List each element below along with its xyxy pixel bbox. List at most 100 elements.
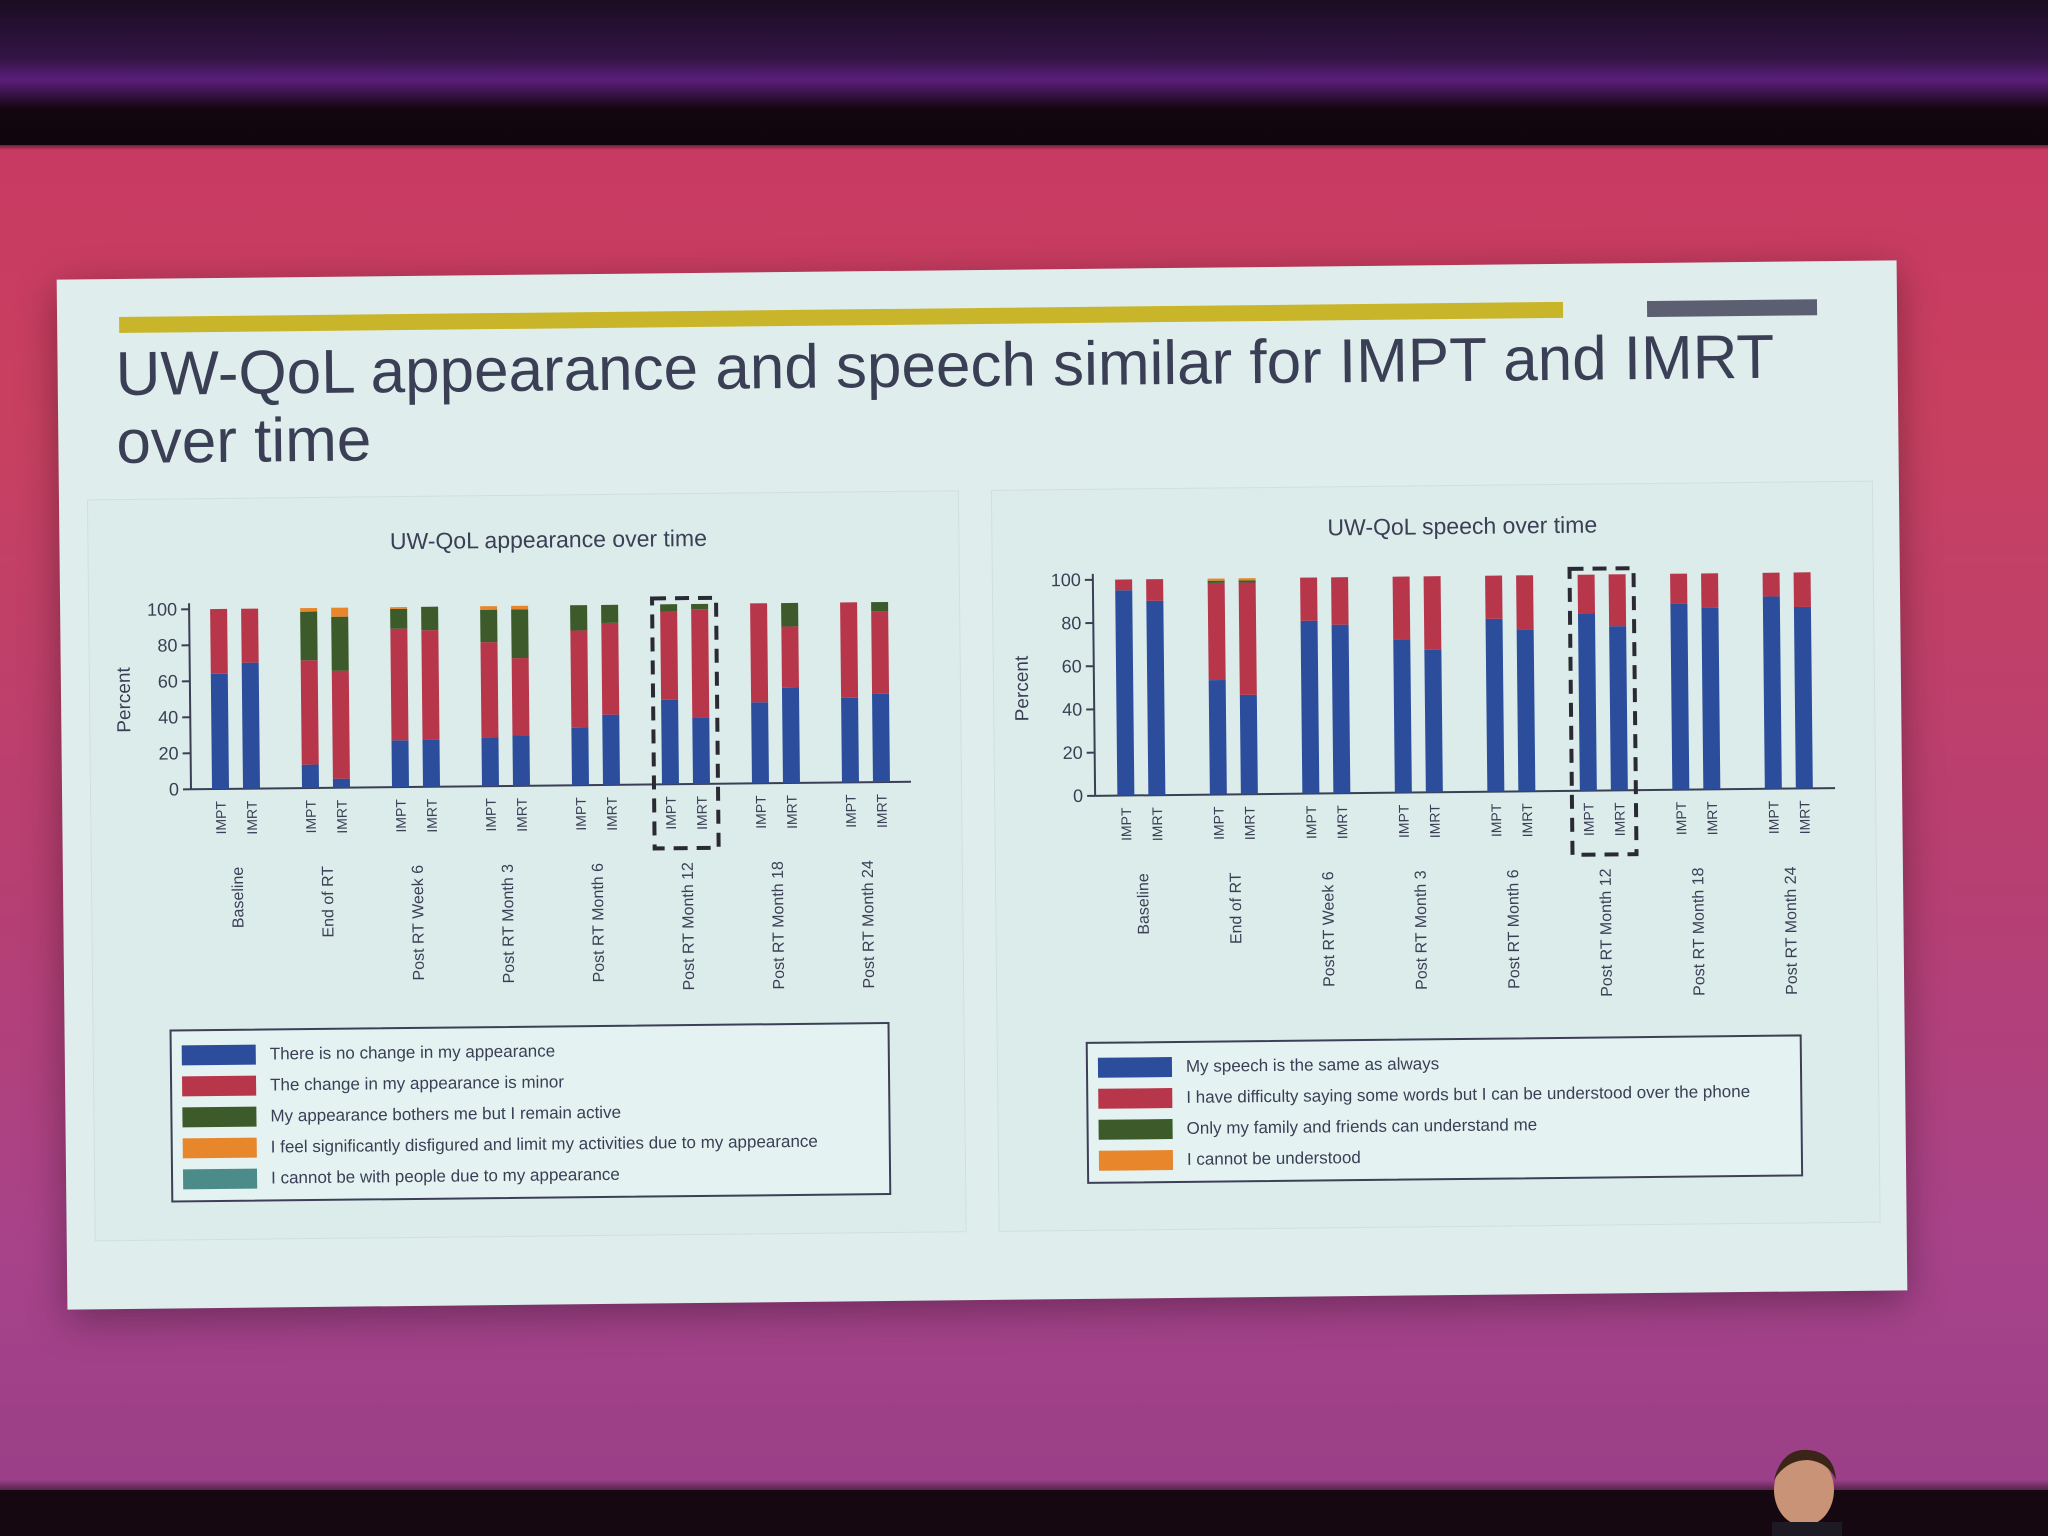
y-axis-label: Percent (1012, 655, 1034, 721)
legend-label: The change in my appearance is minor (269, 1071, 565, 1094)
bar-label: IMRT (1149, 807, 1165, 842)
legend-swatch (1098, 1087, 1173, 1109)
y-tick-label: 0 (169, 779, 179, 799)
x-axis-line (1095, 787, 1836, 797)
legend-item: I cannot be with people due to my appear… (182, 1156, 879, 1194)
bar-segment (571, 727, 589, 786)
legend-label: I feel significantly disfigured and limi… (270, 1131, 818, 1156)
appearance-chart-panel: UW-QoL appearance over time Percent 0 20 40 6… (86, 490, 967, 1242)
bar-label: IMPT (483, 798, 499, 832)
legend-label: There is no change in my appearance (269, 1040, 556, 1063)
group-label: Post RT Month 12 (680, 862, 698, 991)
bar-segment (1115, 579, 1133, 591)
bar-segment (1424, 649, 1443, 793)
bar-label: IMRT (1704, 801, 1720, 836)
bar-segment (1115, 590, 1135, 796)
bar-segment (660, 604, 678, 612)
group-label: Post RT Month 24 (1783, 866, 1801, 995)
bar-segment (481, 737, 499, 787)
y-tick-label: 20 (158, 743, 178, 763)
bar-segment (1393, 639, 1412, 793)
legend-swatch (1098, 1149, 1174, 1171)
legend-swatch (181, 1044, 256, 1065)
legend-label: My speech is the same as always (1185, 1053, 1440, 1076)
stage-lighting-truss (0, 0, 2048, 145)
bar-segment (871, 610, 890, 694)
bar-label: IMPT (1210, 806, 1226, 840)
stage-floor (0, 1490, 2048, 1536)
x-axis-line (190, 780, 911, 791)
bar-segment (331, 670, 350, 779)
bar-segment (390, 608, 408, 629)
legend-swatch (182, 1075, 257, 1096)
bar-segment (692, 717, 710, 785)
bar-segment (1331, 624, 1351, 794)
bar-segment (1331, 577, 1349, 625)
bar-label: IMRT (514, 797, 530, 832)
bar-segment (332, 778, 350, 788)
highlight-box (650, 595, 721, 851)
bar-segment (660, 611, 679, 700)
y-tick-label: 60 (158, 671, 178, 691)
bar-segment (781, 626, 799, 688)
bar-segment (331, 616, 349, 671)
bar-segment (391, 740, 409, 788)
bar-segment (1608, 574, 1627, 627)
bar-segment (1207, 582, 1226, 681)
bar-segment (781, 687, 800, 784)
bar-label: IMPT (1488, 803, 1504, 837)
bar-label: IMPT (1118, 807, 1134, 841)
bar-segment (691, 603, 709, 610)
y-axis-line (188, 603, 193, 790)
presenter-head (1772, 1449, 1842, 1536)
bar-label: IMPT (1765, 800, 1781, 834)
bar-segment (1207, 578, 1225, 581)
group-label: Post RT Week 6 (1320, 871, 1338, 987)
bar-segment (511, 605, 529, 610)
bar-label: IMRT (1334, 805, 1350, 840)
bar-segment (1146, 579, 1164, 601)
bar-label: IMRT (1519, 803, 1535, 838)
bar-segment (300, 607, 318, 612)
legend-swatch (1098, 1118, 1173, 1140)
group-label: Post RT Month 6 (1505, 869, 1523, 989)
bar-segment (511, 657, 530, 736)
bar-segment (1793, 572, 1811, 608)
bar-segment (781, 602, 799, 627)
group-label: Baseline (230, 867, 248, 929)
bar-segment (1701, 607, 1721, 790)
bar-label: IMPT (1303, 805, 1319, 839)
legend-swatch (182, 1106, 257, 1127)
legend-label: I cannot be with people due to my appear… (270, 1164, 620, 1187)
bar-segment (421, 630, 440, 741)
bar-segment (390, 628, 409, 741)
appearance-chart: UW-QoL appearance over time Percent 0 20 40 6… (114, 525, 911, 991)
bar-segment (1577, 574, 1595, 614)
bar-label: IMRT (424, 798, 440, 833)
bar-segment (1793, 606, 1813, 789)
group-label: Post RT Month 24 (860, 860, 878, 989)
group-label: Post RT Month 3 (500, 864, 518, 984)
bar-segment (570, 605, 588, 631)
bar-segment (241, 662, 260, 789)
bar-label: IMRT (1611, 802, 1627, 837)
y-axis-line (1091, 573, 1097, 796)
bar-label: IMRT (334, 799, 350, 834)
bar-segment (1762, 596, 1782, 789)
bar-segment (872, 693, 890, 783)
bar-segment (422, 739, 440, 787)
bar-label: IMPT (1673, 801, 1689, 835)
group-label: Post RT Month 18 (770, 861, 788, 990)
group-label: End of RT (1228, 872, 1246, 944)
bar-segment (480, 642, 499, 738)
bar-segment (1670, 573, 1688, 605)
group-label: Post RT Month 12 (1598, 868, 1616, 997)
bar-segment (1670, 603, 1690, 790)
bar-segment (1701, 573, 1719, 609)
speech-chart-panel: UW-QoL speech over time Percent 0 20 40 60 80 1… (990, 480, 1881, 1232)
bar-segment (750, 603, 769, 703)
bar-label: IMRT (1426, 804, 1442, 839)
y-tick-label: 0 (1073, 786, 1083, 806)
bar-segment (840, 602, 859, 698)
bar-segment (1516, 629, 1536, 792)
